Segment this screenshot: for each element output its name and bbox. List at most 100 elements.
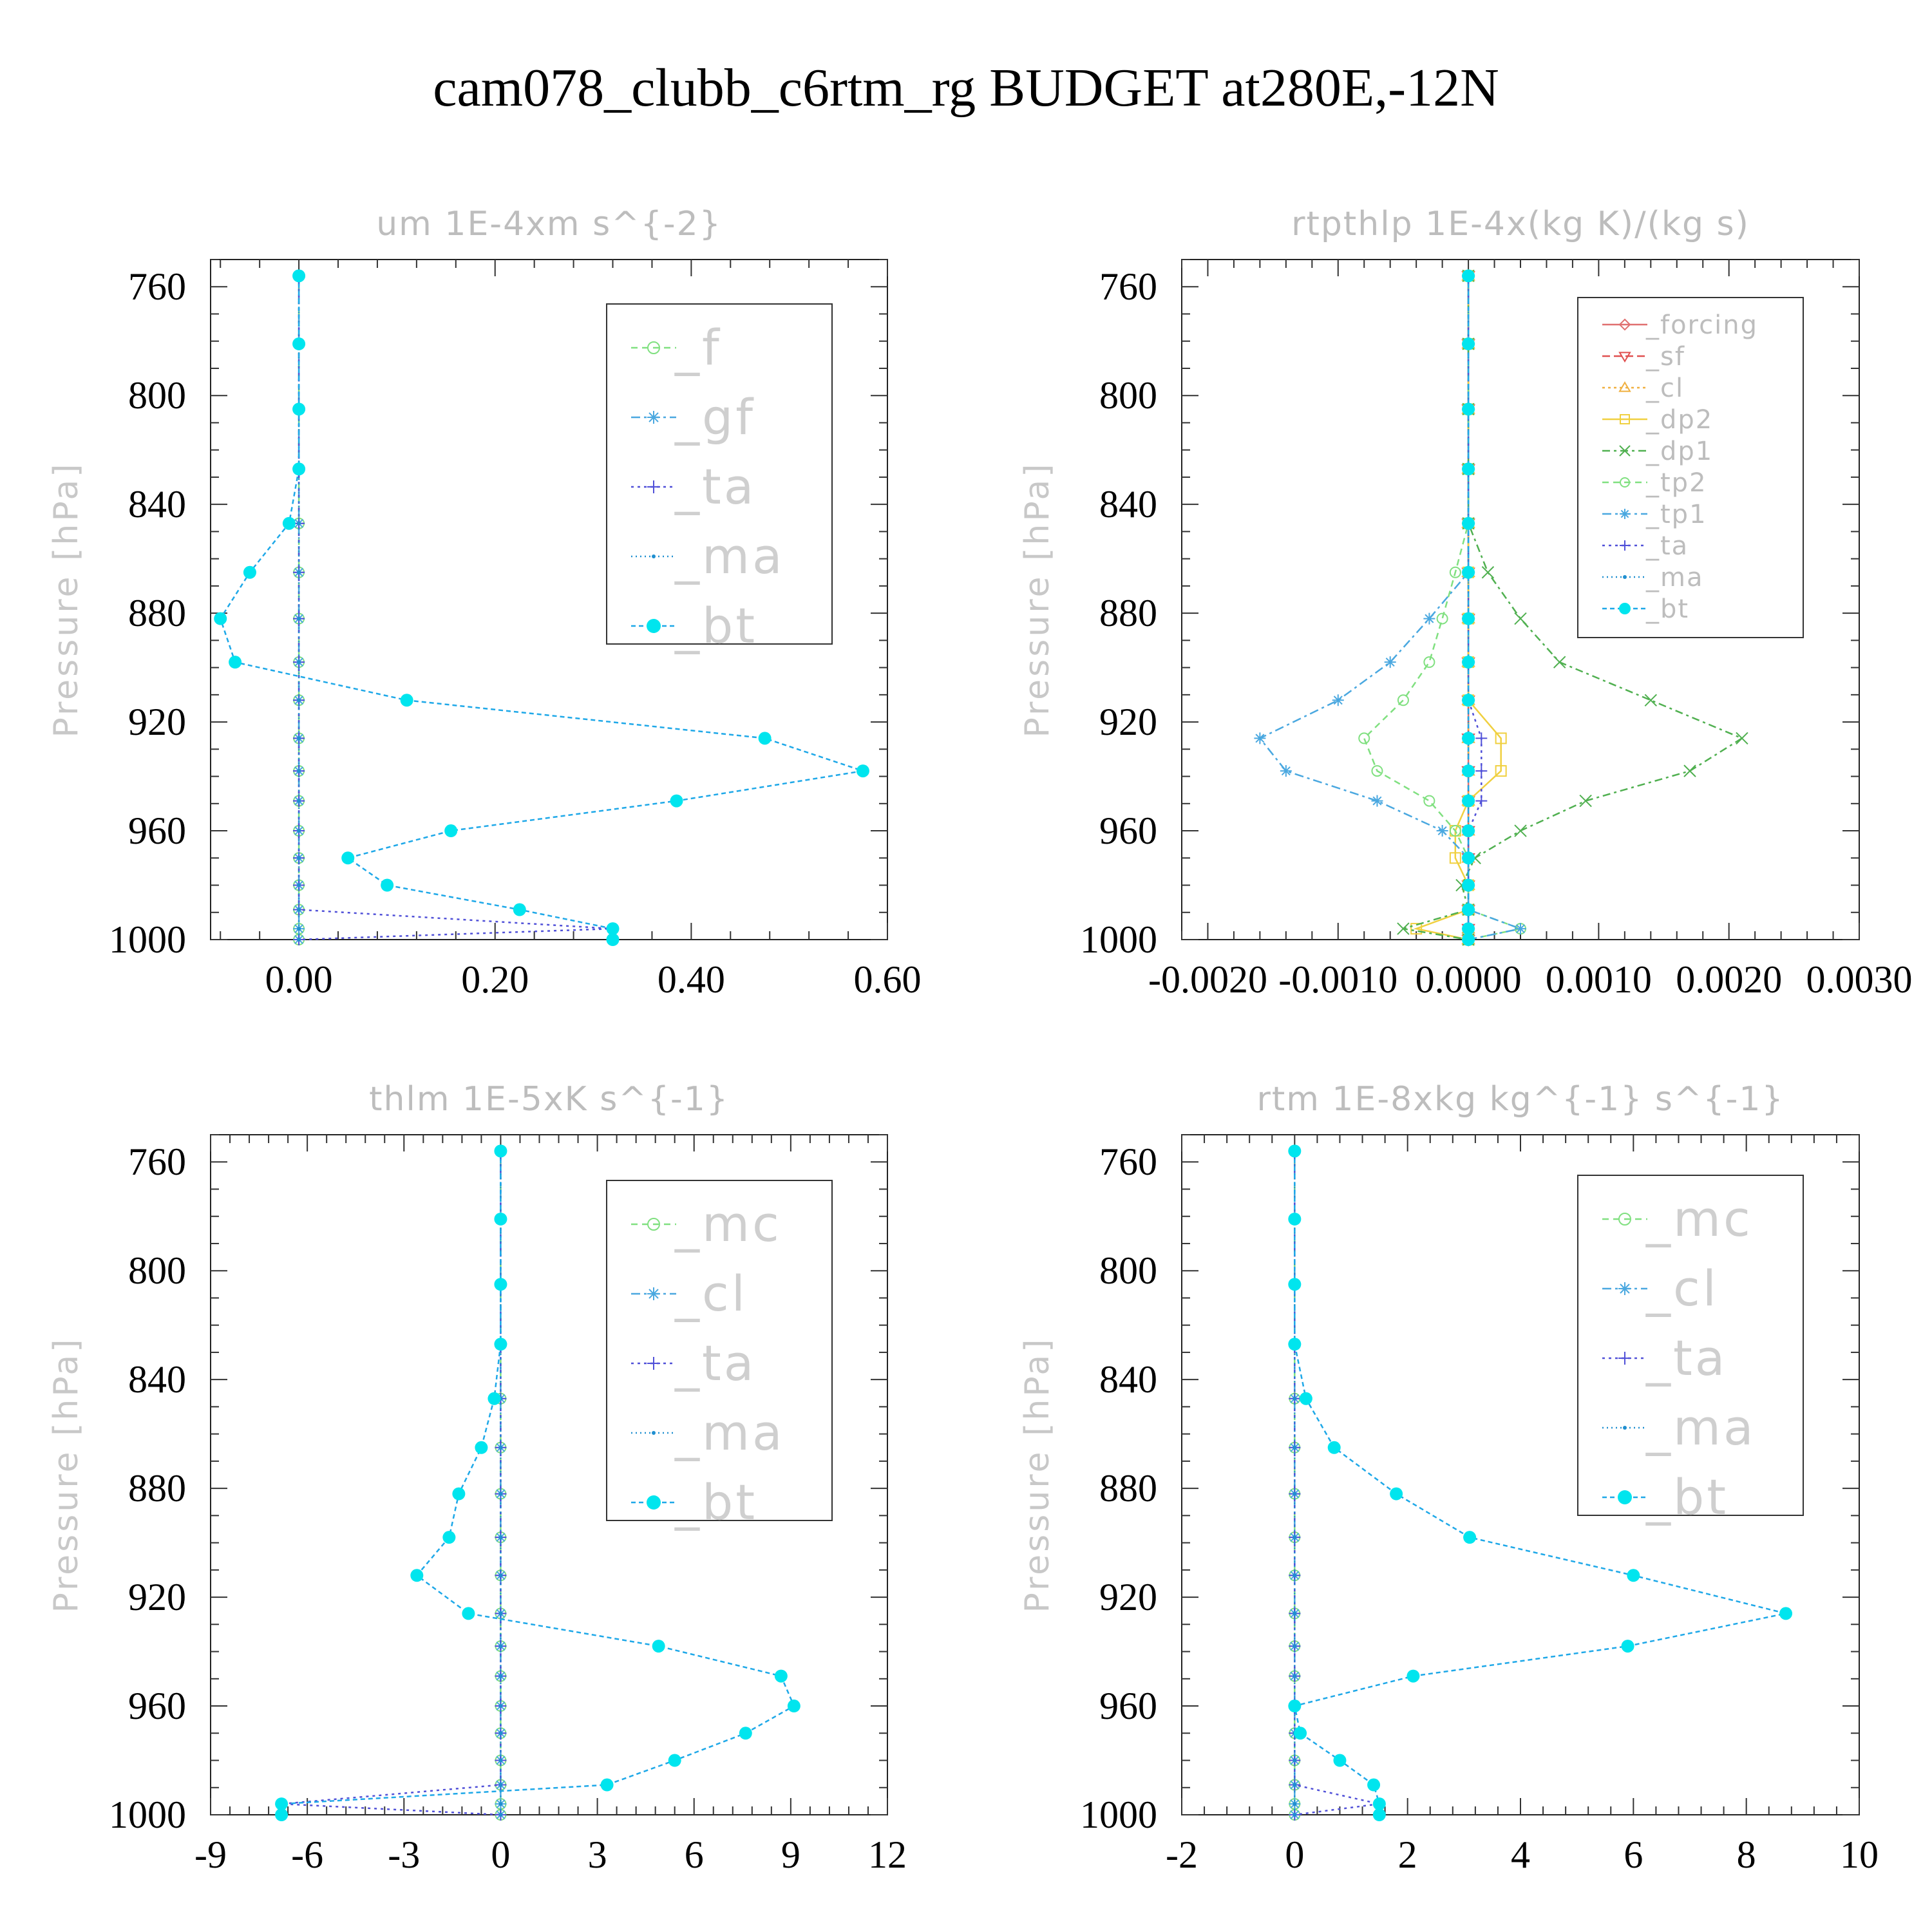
y-tick-label: 880 xyxy=(128,1467,186,1510)
data-point xyxy=(1462,656,1475,669)
legend-entry: _sf xyxy=(1645,342,1685,372)
legend-box xyxy=(1577,297,1804,638)
data-point xyxy=(1333,1754,1347,1767)
data-point xyxy=(341,851,355,865)
legend-entry: _forcing xyxy=(1645,310,1758,340)
y-tick-label: 800 xyxy=(1099,1249,1157,1292)
data-point xyxy=(498,1611,503,1616)
series-bt xyxy=(1288,1144,1793,1821)
legend-entry: _ma xyxy=(1645,563,1703,592)
series-line-ta xyxy=(281,1151,502,1816)
legend-entry: _ma xyxy=(1645,1399,1756,1456)
legend-entry: _dp2 xyxy=(1645,405,1713,435)
x-tick-label: 8 xyxy=(1737,1833,1756,1876)
x-tick-label: 12 xyxy=(868,1833,907,1876)
x-tick-label: 0 xyxy=(491,1833,510,1876)
data-point xyxy=(1367,1778,1381,1792)
data-point xyxy=(1621,1640,1634,1653)
data-point xyxy=(297,769,301,773)
x-tick-label: -0.0020 xyxy=(1148,958,1267,1001)
series-tp1 xyxy=(1254,270,1526,945)
data-point xyxy=(1436,612,1448,625)
legend-marker xyxy=(647,1218,660,1231)
data-point xyxy=(1423,795,1435,807)
legend-entry: _bt xyxy=(674,1473,757,1531)
data-point xyxy=(292,462,306,476)
data-point xyxy=(1449,566,1461,578)
y-tick-label: 760 xyxy=(128,265,186,308)
y-tick-label: 960 xyxy=(1099,1685,1157,1727)
y-axis-label: Pressure [hPa] xyxy=(1018,462,1057,738)
legend-marker xyxy=(1618,1352,1631,1365)
data-point xyxy=(282,516,296,530)
data-point xyxy=(1293,1445,1297,1450)
y-tick-label: 840 xyxy=(128,483,186,526)
x-tick-label: 0.0030 xyxy=(1806,958,1913,1001)
y-tick-label: 760 xyxy=(1099,1141,1157,1183)
data-point xyxy=(1462,933,1475,946)
y-tick-label: 840 xyxy=(1099,483,1157,526)
data-point xyxy=(1462,903,1475,916)
y-tick-label: 960 xyxy=(128,1685,186,1727)
data-point xyxy=(1384,656,1396,668)
y-tick-label: 960 xyxy=(1099,810,1157,852)
data-point xyxy=(1294,1727,1307,1740)
data-point xyxy=(1475,795,1488,807)
y-tick-label: 880 xyxy=(1099,1467,1157,1510)
data-point xyxy=(1327,1441,1341,1454)
panel-4: rtm 1E-8xkg kg^{-1} s^{-1} Pressure [hPa]… xyxy=(1018,1080,1879,1876)
legend-marker xyxy=(652,1431,656,1435)
data-point xyxy=(1514,612,1527,625)
legend-marker xyxy=(647,341,660,354)
x-tick-label: -2 xyxy=(1166,1833,1198,1876)
y-tick-label: 1000 xyxy=(109,918,186,961)
data-point xyxy=(297,616,301,621)
legend-marker xyxy=(1623,575,1627,579)
data-point xyxy=(1514,824,1527,837)
y-tick-label: 760 xyxy=(1099,265,1157,308)
legend-marker xyxy=(647,1495,661,1510)
legend-marker xyxy=(647,1287,660,1300)
data-point xyxy=(1293,1611,1297,1616)
legend: _forcing_sf_cl_dp2_dp1_tp2_tp1_ta_ma_bt xyxy=(1577,297,1804,638)
series-line-ta xyxy=(298,276,613,941)
legend: _f _gf _ta _ma _bt xyxy=(606,303,833,654)
panel-1: um 1E-4xm s^{-2} Pressure [hPa] 760 800 840 8… xyxy=(47,205,922,1001)
data-point xyxy=(1293,1535,1297,1540)
data-point xyxy=(292,269,306,283)
legend-marker xyxy=(1620,477,1630,488)
y-tick-label: 840 xyxy=(128,1358,186,1401)
legend-marker xyxy=(647,1357,660,1370)
data-point xyxy=(410,1569,424,1582)
data-point xyxy=(1293,1783,1297,1787)
data-point xyxy=(1288,1700,1302,1713)
data-point xyxy=(494,1338,507,1351)
panel-3: thlm 1E-5xK s^{-1} Pressure [hPa] 760 800 84… xyxy=(47,1080,907,1876)
panel-title: um 1E-4xm s^{-2} xyxy=(376,205,722,243)
data-point xyxy=(1332,694,1344,706)
y-tick-label: 920 xyxy=(1099,701,1157,743)
data-point xyxy=(214,612,227,625)
data-point xyxy=(1495,765,1507,777)
data-point xyxy=(1579,794,1592,808)
data-point xyxy=(297,698,301,703)
legend-entry: _ma xyxy=(674,527,785,585)
legend-entry: _bt xyxy=(674,597,757,654)
data-point xyxy=(1462,612,1475,625)
legend-entry: _dp1 xyxy=(1645,437,1713,466)
legend-box xyxy=(606,1180,833,1521)
legend-marker xyxy=(1619,603,1631,614)
data-point xyxy=(498,1573,503,1578)
data-point xyxy=(1475,732,1488,744)
data-point xyxy=(498,1644,503,1649)
x-tick-label: -6 xyxy=(291,1833,323,1876)
data-point xyxy=(1372,1797,1386,1811)
data-point xyxy=(1293,1802,1297,1806)
data-point xyxy=(297,907,301,912)
data-point xyxy=(297,829,301,833)
legend-box xyxy=(1577,1175,1804,1516)
data-point xyxy=(1627,1569,1640,1582)
y-axis-label: Pressure [hPa] xyxy=(47,1337,86,1613)
data-point xyxy=(1397,694,1409,706)
